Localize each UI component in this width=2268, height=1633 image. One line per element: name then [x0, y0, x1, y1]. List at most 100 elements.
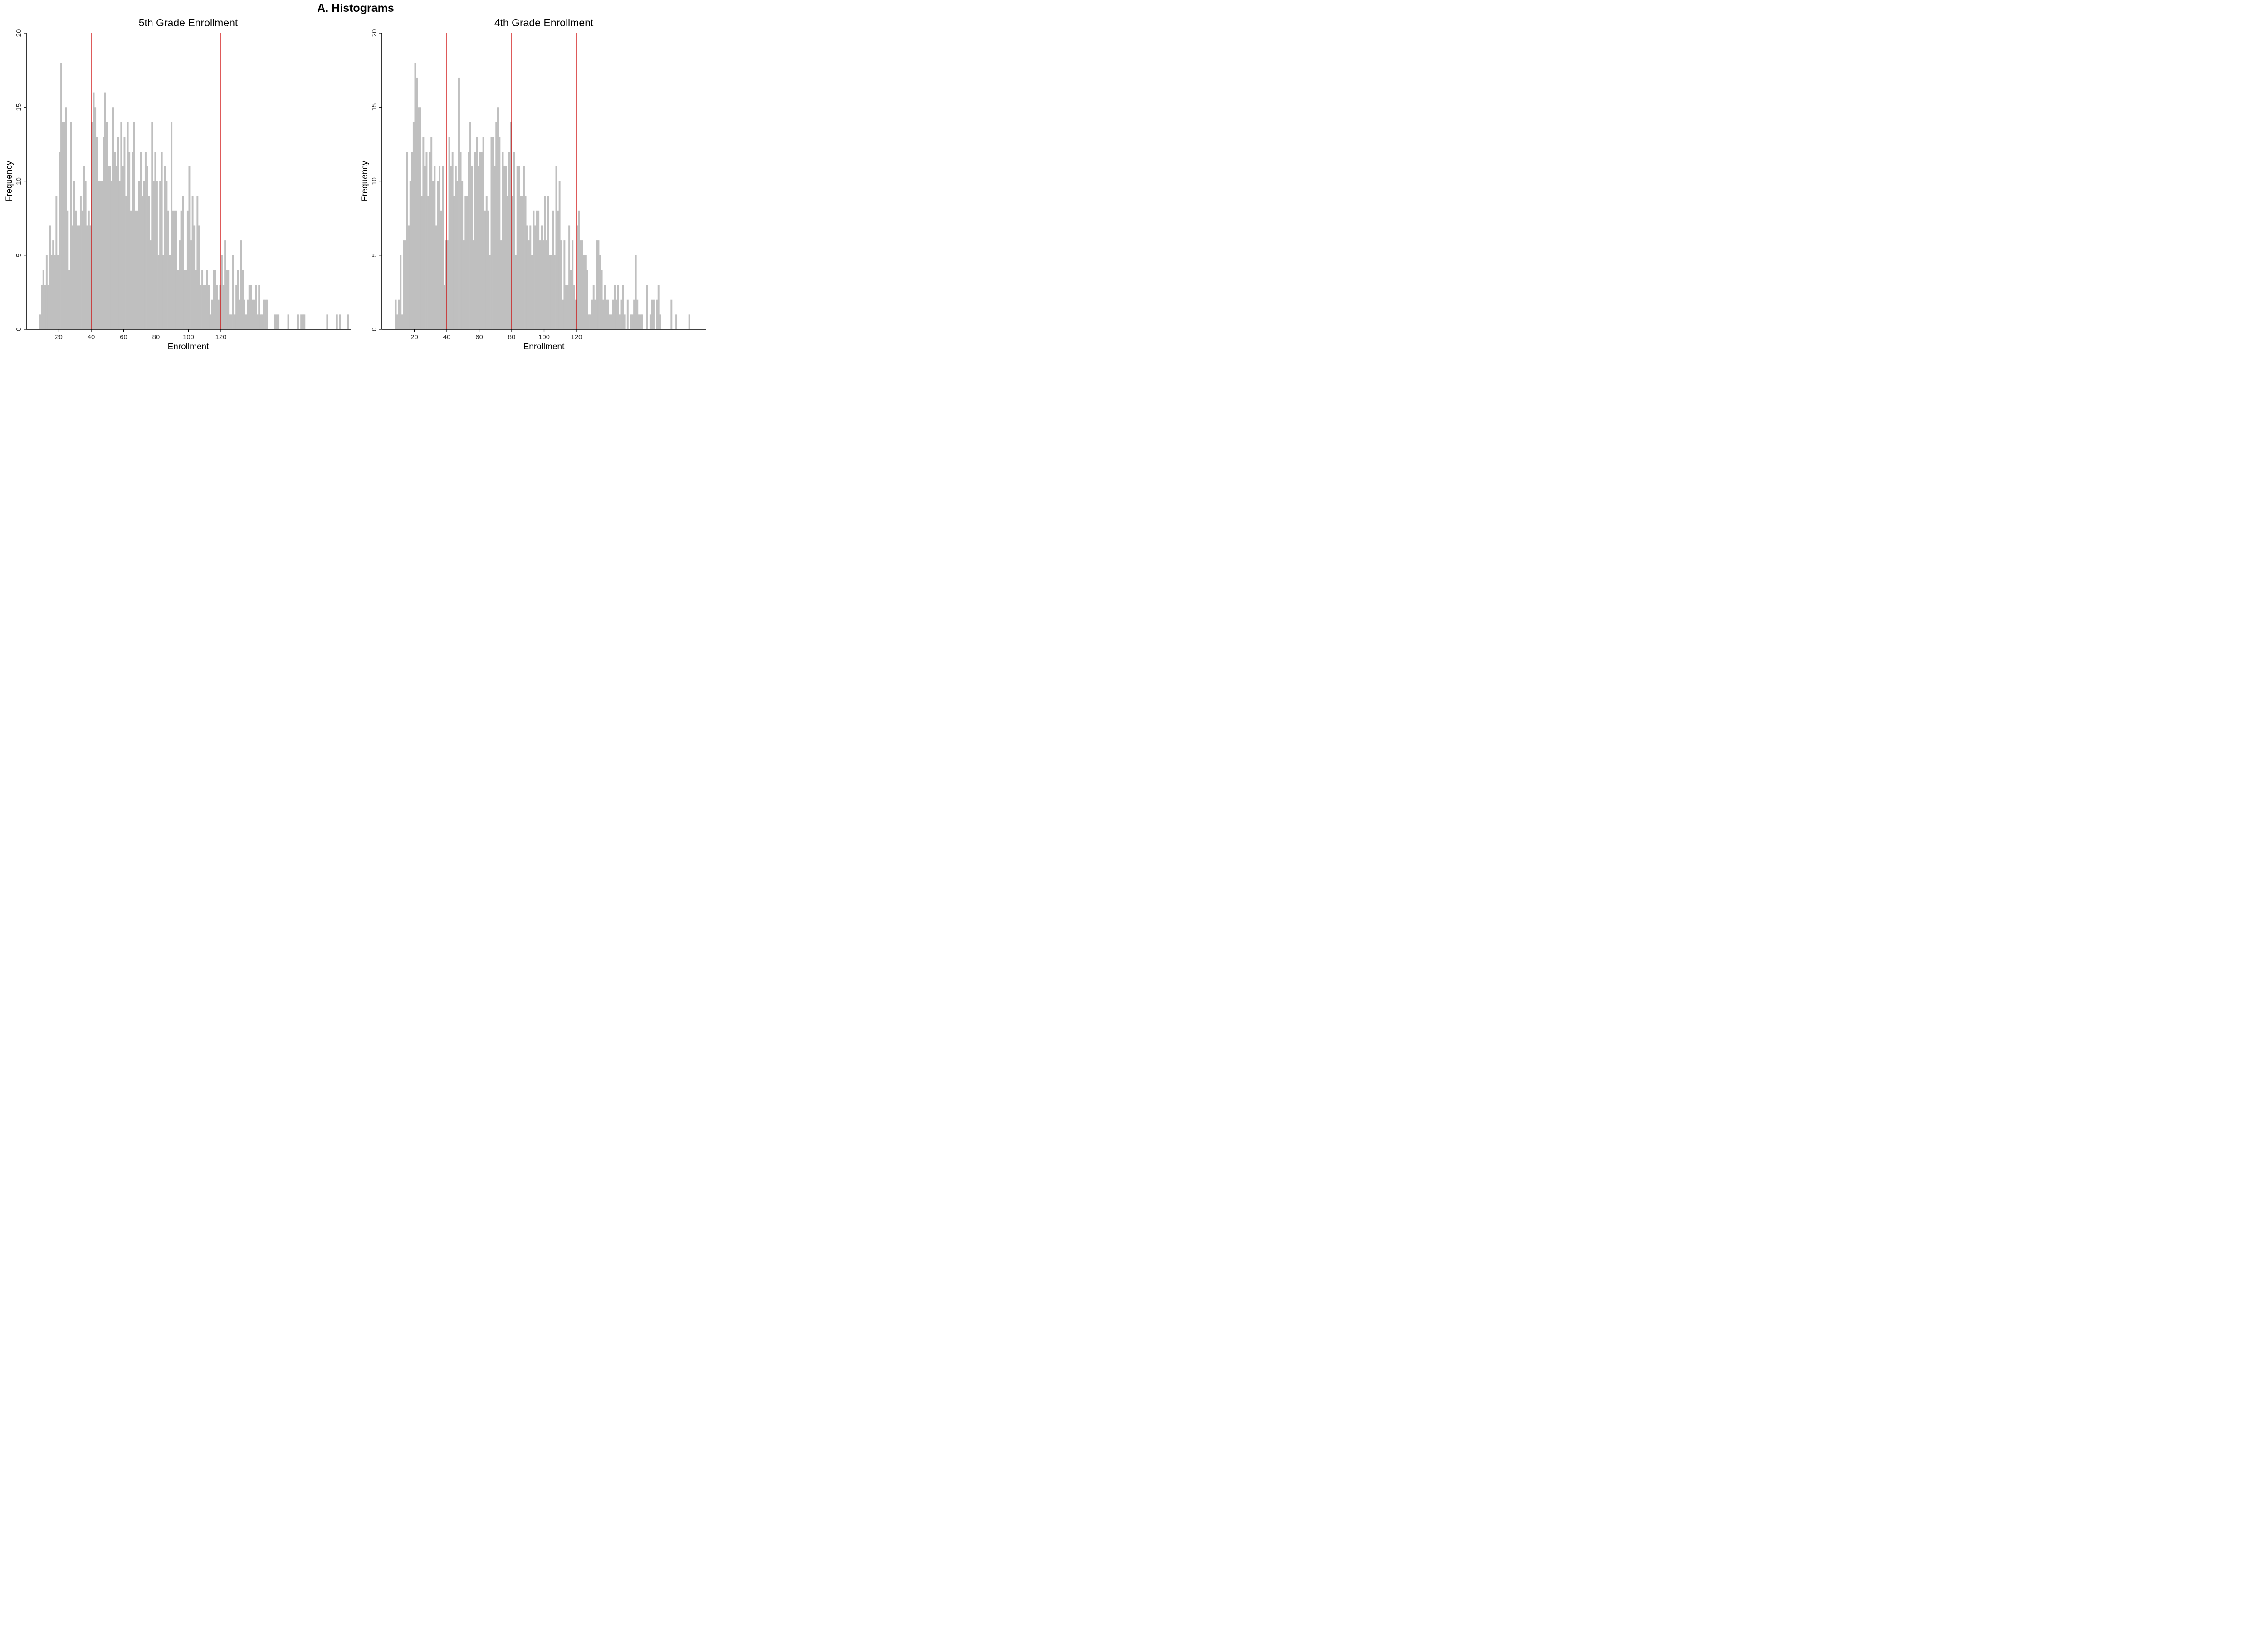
histogram-bar — [50, 255, 53, 329]
histogram-bar — [631, 314, 634, 329]
histogram-bar — [98, 181, 100, 329]
histogram-bar — [96, 137, 98, 329]
histogram-bar — [115, 166, 117, 329]
histogram-bar — [523, 166, 525, 329]
histogram-bar — [70, 122, 72, 329]
histogram-bar — [555, 166, 557, 329]
histogram-bar — [518, 166, 520, 329]
x-tick-label: 40 — [88, 333, 95, 341]
histogram-bar — [544, 196, 546, 329]
histogram-bar — [166, 181, 168, 329]
histogram-bar — [183, 270, 186, 329]
histogram-bar — [623, 314, 626, 329]
histogram-bar — [135, 210, 137, 329]
y-tick-label: 20 — [371, 29, 378, 37]
x-tick-label: 100 — [538, 333, 550, 341]
histogram-bar — [303, 314, 306, 329]
histogram-bar — [573, 285, 575, 329]
x-axis-label: Enrollment — [523, 342, 565, 352]
histogram-bar — [245, 314, 247, 329]
histogram-bar — [213, 270, 215, 329]
histogram-bar — [651, 299, 653, 329]
histogram-bar — [123, 137, 126, 329]
histogram-bar — [297, 314, 299, 329]
x-tick-label: 40 — [443, 333, 451, 341]
y-axis-ticks: 0 5 10 15 20 — [371, 29, 382, 331]
histogram-bar — [81, 210, 83, 329]
histogram-bar — [594, 299, 596, 329]
histogram-bar — [120, 122, 122, 329]
histogram-bar — [494, 166, 496, 329]
histogram-bar — [261, 314, 264, 329]
histogram-bar — [403, 240, 405, 329]
histogram-bar — [405, 240, 406, 329]
histogram-bar — [336, 314, 338, 329]
histogram-bar — [196, 196, 199, 329]
x-tick-label: 20 — [411, 333, 418, 341]
histogram-bar — [439, 166, 441, 329]
histogram-bar — [620, 299, 622, 329]
histogram-bar — [541, 225, 543, 329]
x-axis-ticks: 20 40 60 80 100 120 — [55, 329, 227, 341]
histogram-bar — [513, 152, 515, 329]
histogram-bar — [420, 196, 423, 329]
histogram-bar — [411, 152, 413, 329]
histogram-bar — [91, 122, 93, 329]
histogram-bar — [214, 270, 216, 329]
histogram-bar — [503, 166, 506, 329]
histogram-bar — [546, 240, 548, 329]
histogram-bar — [529, 225, 532, 329]
histogram-bar — [205, 285, 207, 329]
histogram-bar — [156, 181, 158, 329]
panel-title: 4th Grade Enrollment — [494, 17, 594, 29]
histogram-bar — [583, 255, 585, 329]
histogram-bar — [201, 270, 204, 329]
y-tick-label: 0 — [15, 328, 23, 331]
histogram-bar — [242, 270, 244, 329]
histogram-bar — [44, 285, 46, 329]
histogram-bar — [406, 152, 408, 329]
histogram-bar — [489, 255, 491, 329]
histogram-bar — [597, 240, 600, 329]
histogram-bar — [263, 299, 265, 329]
histogram-bar — [481, 152, 483, 329]
histogram-bar — [563, 240, 566, 329]
histogram-bar — [203, 285, 205, 329]
histogram-bar — [429, 152, 431, 329]
histogram-bar — [179, 240, 181, 329]
histogram-bar — [188, 166, 191, 329]
histogram-bar — [417, 107, 420, 329]
histogram-bar — [562, 299, 564, 329]
histogram-bar — [41, 285, 43, 329]
histogram-bar — [510, 122, 512, 329]
histogram-bar — [547, 196, 549, 329]
histogram-bar — [408, 225, 410, 329]
histogram-bar — [611, 314, 613, 329]
histogram-bar — [601, 270, 603, 329]
histogram-bar — [347, 314, 349, 329]
histogram-bar — [239, 299, 241, 329]
histogram-bar — [412, 122, 415, 329]
histogram-bar — [83, 166, 85, 329]
histogram-bar — [60, 63, 62, 330]
histogram-bar — [638, 314, 640, 329]
histogram-bar — [497, 107, 499, 329]
histogram-bar — [550, 255, 552, 329]
histogram-bar — [72, 225, 74, 329]
histogram-bar — [152, 181, 155, 329]
histogram-bar — [235, 285, 238, 329]
histogram-bar — [190, 240, 192, 329]
histogram-bar — [463, 240, 465, 329]
histogram-bar — [646, 285, 648, 329]
histogram-bar — [67, 210, 69, 329]
histogram-bars — [39, 63, 349, 330]
y-tick-label: 10 — [371, 177, 378, 185]
histogram-bar — [206, 270, 208, 329]
histogram-bar — [560, 240, 562, 329]
y-axis-label: Frequency — [360, 161, 370, 201]
histogram-bar — [653, 299, 655, 329]
histogram-bar — [515, 255, 517, 329]
histogram-bar — [122, 166, 124, 329]
histogram-bar — [447, 240, 449, 329]
histogram-bar — [688, 314, 690, 329]
